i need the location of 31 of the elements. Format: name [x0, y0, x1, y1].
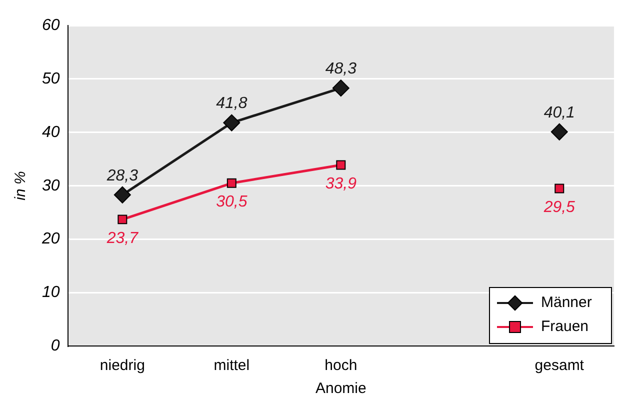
point — [114, 186, 131, 204]
x-tick-label: mittel — [214, 357, 250, 374]
point — [226, 178, 236, 188]
y-tick-label: 60 — [42, 17, 60, 34]
point — [336, 160, 346, 170]
data-label: 30,5 — [216, 194, 248, 211]
point — [118, 214, 128, 224]
x-tick-label: gesamt — [534, 357, 585, 374]
y-tick-label: 20 — [41, 230, 60, 248]
y-tick-label: 10 — [42, 284, 60, 302]
data-label: 41,8 — [216, 95, 248, 112]
data-label: 40,1 — [544, 104, 575, 122]
y-axis-title: in % — [12, 171, 30, 200]
y-tick-label: 50 — [42, 70, 60, 88]
data-label: 33,9 — [325, 175, 357, 192]
x-tick-label: niedrig — [100, 357, 145, 374]
data-label: 29,5 — [542, 198, 576, 216]
legend-label: Frauen — [541, 318, 589, 336]
y-tick-label: 0 — [50, 337, 60, 354]
data-label: 23,7 — [106, 230, 140, 247]
y-tick-label: 40 — [42, 124, 60, 141]
point — [332, 80, 350, 97]
point — [223, 114, 240, 132]
x-axis-title: Anomie — [315, 380, 366, 398]
legend-label: Männer — [541, 294, 592, 312]
y-tick-label: 30 — [42, 177, 60, 194]
data-label: 48,3 — [325, 60, 357, 78]
point — [554, 184, 564, 194]
x-tick-label: hoch — [324, 357, 358, 374]
data-label: 28,3 — [106, 167, 138, 184]
point — [550, 123, 568, 140]
